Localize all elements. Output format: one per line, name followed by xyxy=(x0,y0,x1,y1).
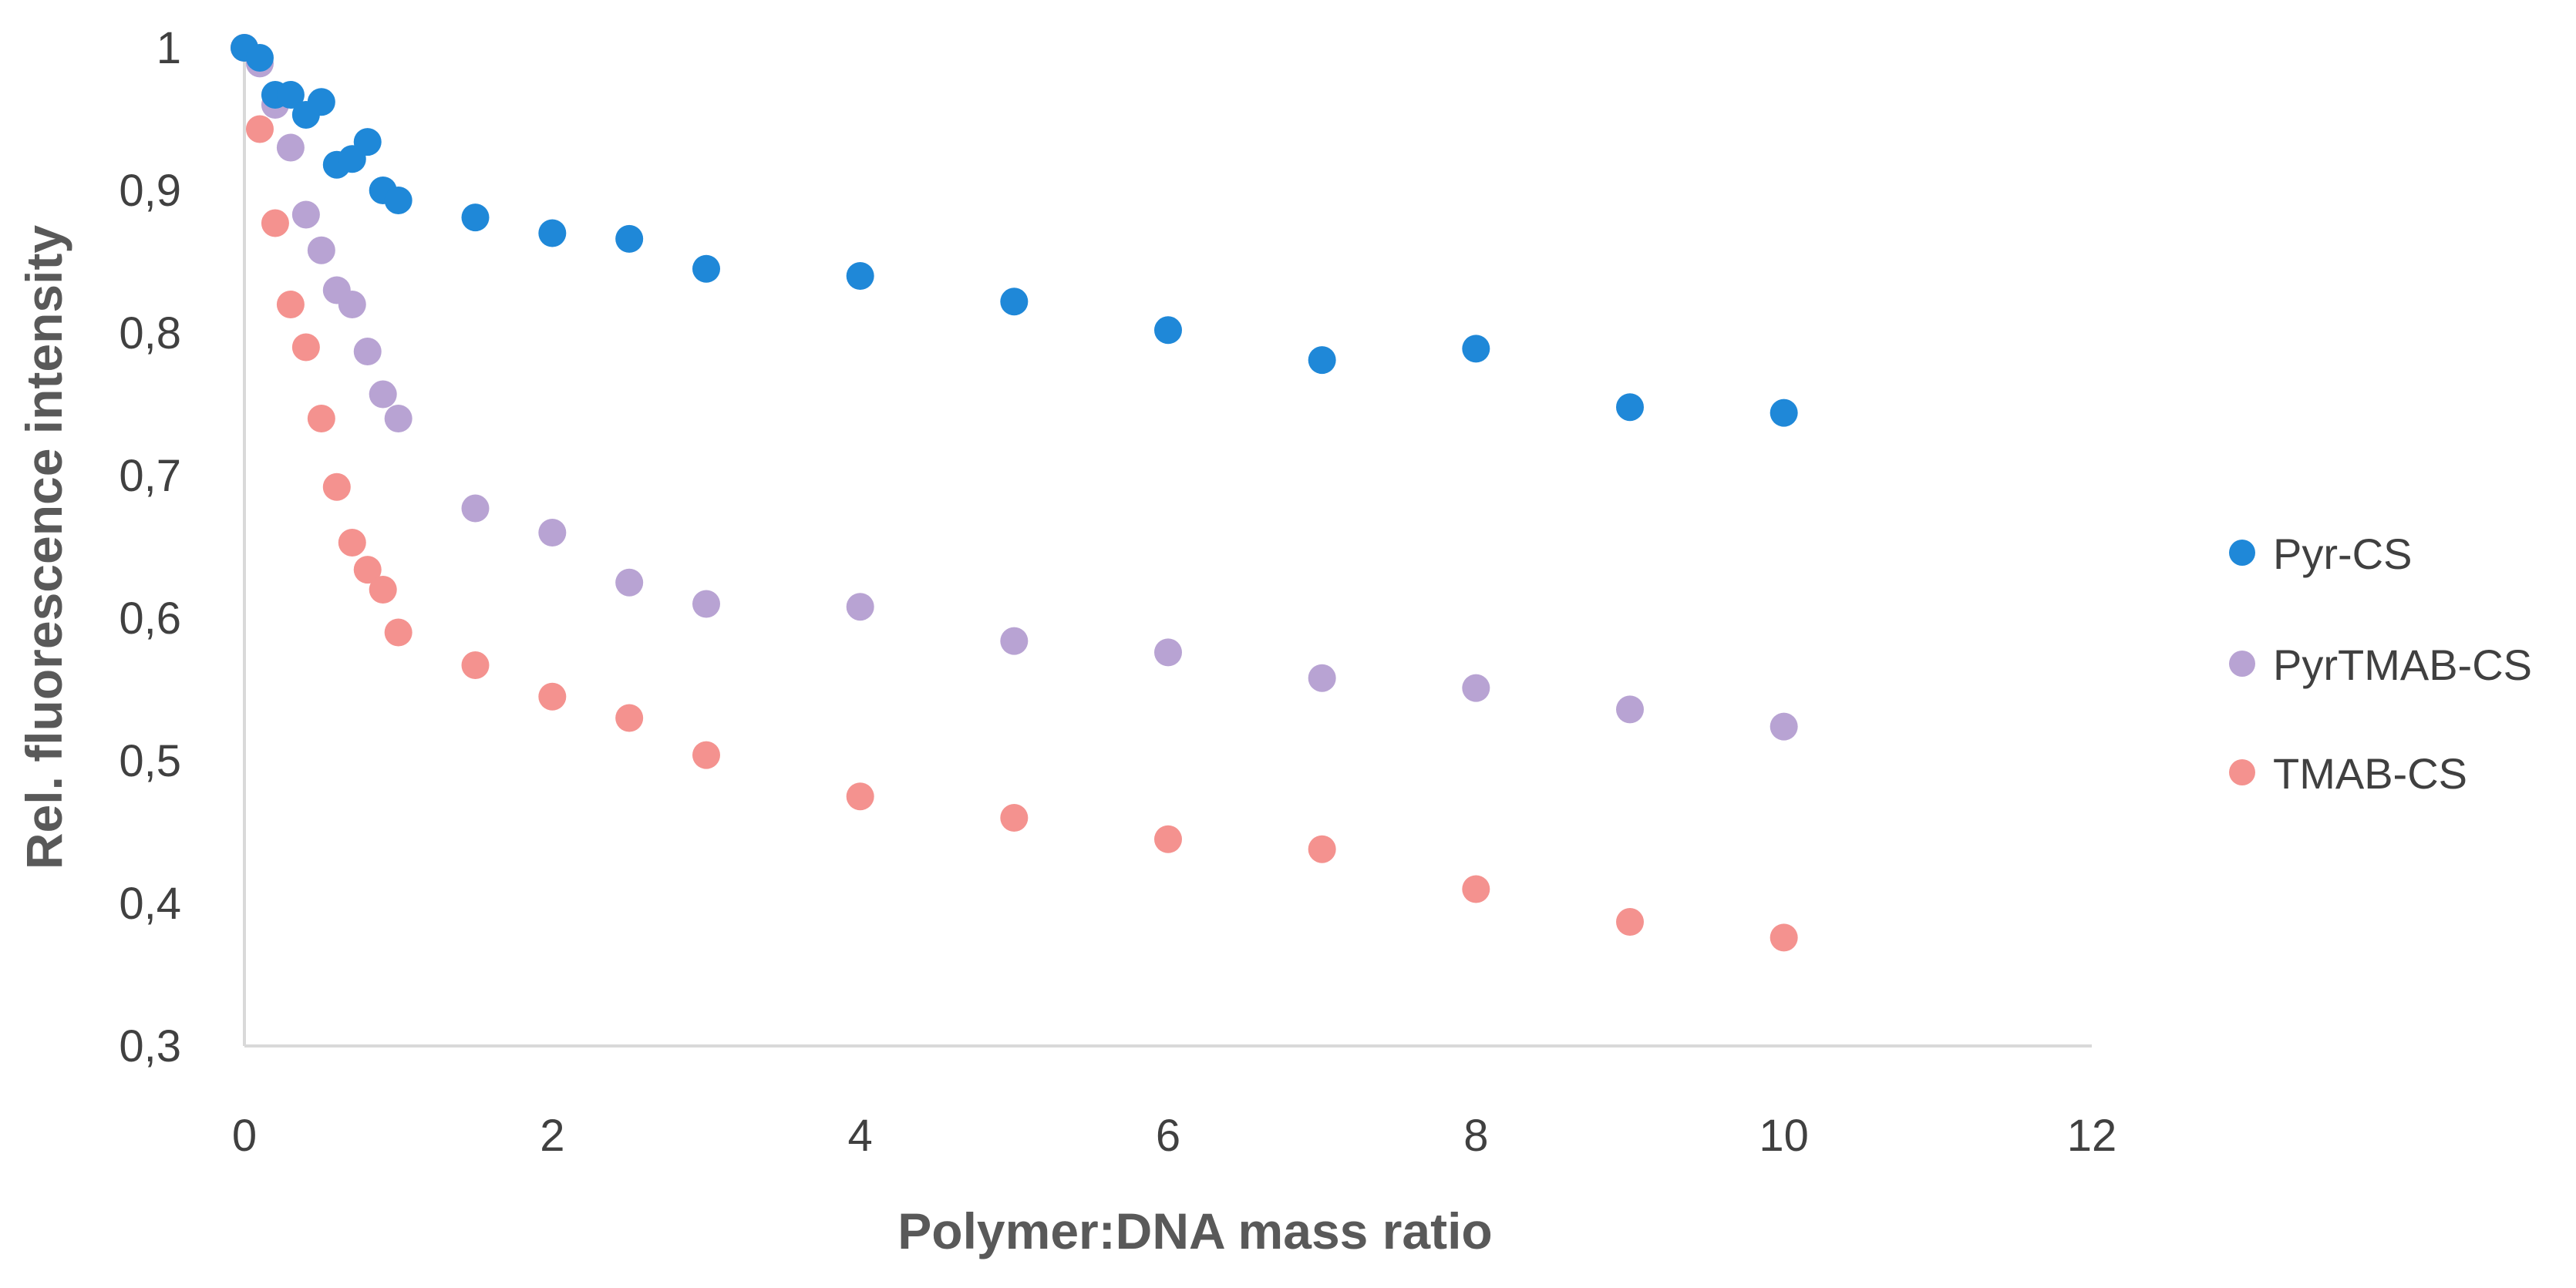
data-point xyxy=(846,262,874,290)
data-point xyxy=(276,291,305,318)
x-axis-ticks: 0 2 4 6 8 10 12 xyxy=(232,1111,2116,1161)
legend-label: PyrTMAB-CS xyxy=(2273,641,2532,689)
data-point xyxy=(1616,393,1644,422)
data-point xyxy=(1308,835,1336,863)
data-point xyxy=(353,556,382,584)
data-point xyxy=(538,219,567,247)
data-point xyxy=(1770,399,1798,427)
data-point xyxy=(276,133,305,162)
y-tick-label: 1 xyxy=(157,23,181,73)
data-point xyxy=(1154,825,1182,853)
data-point xyxy=(615,704,644,732)
legend-marker xyxy=(2229,540,2255,566)
y-tick-label: 0,7 xyxy=(119,451,181,501)
data-point xyxy=(307,88,335,116)
y-tick-label: 0,8 xyxy=(119,308,181,358)
legend: Pyr-CS PyrTMAB-CS TMAB-CS xyxy=(2229,530,2532,798)
data-point xyxy=(1770,923,1798,952)
data-point xyxy=(384,186,412,214)
x-tick-label: 2 xyxy=(540,1111,564,1161)
plot-points xyxy=(231,34,1798,952)
y-axis-ticks: 0,3 0,4 0,5 0,6 0,7 0,8 0,9 1 xyxy=(119,23,181,1071)
data-point xyxy=(1462,335,1490,363)
x-tick-label: 4 xyxy=(848,1111,873,1161)
data-point xyxy=(846,782,874,811)
legend-marker xyxy=(2229,651,2255,677)
legend-marker xyxy=(2229,759,2255,785)
data-point xyxy=(291,333,320,362)
data-point xyxy=(245,115,274,143)
data-point xyxy=(353,338,382,366)
data-point xyxy=(369,576,397,604)
data-point xyxy=(261,209,289,237)
x-axis-title: Polymer:DNA mass ratio xyxy=(897,1202,1492,1259)
data-point xyxy=(1462,674,1490,702)
data-point xyxy=(692,590,720,618)
data-point xyxy=(1308,664,1336,692)
data-point xyxy=(291,200,320,229)
data-point xyxy=(461,203,490,232)
data-point xyxy=(538,682,567,711)
y-tick-label: 0,4 xyxy=(119,879,181,929)
axes xyxy=(243,40,2092,1048)
data-point xyxy=(307,236,335,264)
data-point xyxy=(615,224,644,253)
data-point xyxy=(692,254,720,283)
data-point xyxy=(353,128,382,156)
legend-item: TMAB-CS xyxy=(2229,749,2467,798)
legend-item: PyrTMAB-CS xyxy=(2229,641,2532,689)
data-point xyxy=(338,528,366,557)
x-tick-label: 10 xyxy=(1759,1111,1809,1161)
y-tick-label: 0,9 xyxy=(119,166,181,216)
data-point xyxy=(1462,875,1490,903)
data-point xyxy=(1308,346,1336,375)
legend-label: TMAB-CS xyxy=(2273,749,2467,798)
data-point xyxy=(1154,316,1182,345)
y-tick-label: 0,6 xyxy=(119,594,181,644)
x-tick-label: 12 xyxy=(2067,1111,2117,1161)
data-point xyxy=(384,618,412,647)
data-point xyxy=(1770,712,1798,741)
data-point xyxy=(1000,627,1029,655)
data-point xyxy=(846,593,874,621)
data-point xyxy=(338,291,366,318)
x-tick-label: 6 xyxy=(1156,1111,1180,1161)
x-tick-label: 0 xyxy=(232,1111,257,1161)
data-point xyxy=(245,43,274,72)
data-point xyxy=(1000,288,1029,316)
data-point xyxy=(615,568,644,597)
y-axis-title: Rel. fluorescence intensity xyxy=(15,225,72,870)
data-point xyxy=(1616,908,1644,937)
data-point xyxy=(369,380,397,409)
data-point xyxy=(461,651,490,680)
series-pyr-cs xyxy=(231,34,1798,427)
data-point xyxy=(307,405,335,432)
data-point xyxy=(276,81,305,109)
y-tick-label: 0,5 xyxy=(119,736,181,786)
legend-item: Pyr-CS xyxy=(2229,530,2412,578)
x-tick-label: 8 xyxy=(1463,1111,1488,1161)
data-point xyxy=(1154,638,1182,667)
data-point xyxy=(384,405,412,432)
data-point xyxy=(461,494,490,523)
legend-label: Pyr-CS xyxy=(2273,530,2412,578)
data-point xyxy=(322,472,351,501)
y-tick-label: 0,3 xyxy=(119,1021,181,1071)
data-point xyxy=(1000,804,1029,832)
data-point xyxy=(1616,695,1644,724)
data-point xyxy=(538,519,567,546)
data-point xyxy=(692,741,720,769)
